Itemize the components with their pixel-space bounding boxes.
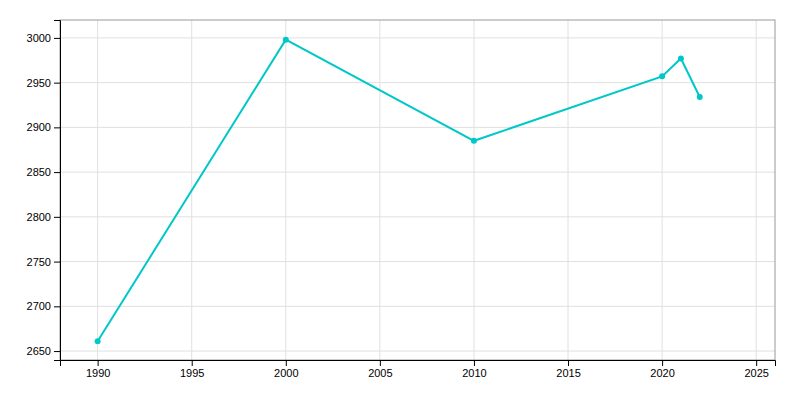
grid-line [285,20,286,360]
tick: 2700 [27,300,60,312]
tick-mark [54,306,60,307]
grid-line [60,37,775,38]
point [697,94,703,100]
grid-line [756,20,757,360]
grid-line [60,82,775,83]
tick: 2005 [368,360,392,379]
tick-mark [54,127,60,128]
tick-mark [54,83,60,84]
point [471,138,477,144]
tick: 2650 [27,345,60,357]
point [283,37,289,43]
plot-frame [60,20,775,360]
tick: 2015 [556,360,580,379]
grid-line [473,20,474,360]
tick: 2900 [27,121,60,133]
tick-label: 2005 [368,367,392,379]
tick-label: 2850 [27,166,51,178]
tick-label: 2025 [744,367,768,379]
tick: 2020 [650,360,674,379]
tick-mark [54,172,60,173]
y-axis: 2650 2700 2750 2800 2850 2900 2950 3000 [27,21,61,361]
tick-mark [54,38,60,39]
tick: 2010 [462,360,486,379]
grid-line [60,172,775,173]
tick-mark [192,360,193,366]
tick-label: 2650 [27,345,51,357]
tick-label: 2020 [650,367,674,379]
x-axis: 1990 1995 2000 2005 2010 2015 2020 2025 [61,360,776,379]
tick: 2950 [27,77,60,89]
axis-line [54,21,61,361]
tick-mark [54,217,60,218]
tick-label: 2950 [27,77,51,89]
point [678,55,684,61]
tick-mark [756,360,757,366]
tick: 2800 [27,211,60,223]
tick: 3000 [27,32,60,44]
tick-label: 2750 [27,256,51,268]
tick-label: 2000 [274,367,298,379]
tick: 2750 [27,256,60,268]
tick-mark [568,360,569,366]
tick-label: 1990 [86,367,110,379]
tick-mark [380,360,381,366]
tick-mark [54,351,60,352]
tick-label: 2015 [556,367,580,379]
tick-label: 2700 [27,300,51,312]
point [95,338,101,344]
tick: 2850 [27,166,60,178]
grid [60,20,775,360]
tick: 2000 [274,360,298,379]
tick: 1990 [86,360,110,379]
tick-label: 2900 [27,121,51,133]
grid-line [97,20,98,360]
grid-line [379,20,380,360]
tick-mark [286,360,287,366]
tick: 2025 [744,360,768,379]
grid-line [60,351,775,352]
line [98,40,700,342]
point [659,73,665,79]
plot-area: 1990 1995 2000 2005 2010 2015 2020 2025 2650 2700… [27,20,776,379]
grid-line [60,127,775,128]
marks [95,37,703,345]
tick-mark [54,262,60,263]
grid-line [568,20,569,360]
tick-label: 2010 [462,367,486,379]
grid-line [662,20,663,360]
tick-mark [98,360,99,366]
tick-label: 3000 [27,32,51,44]
tick-mark [662,360,663,366]
tick-label: 2800 [27,211,51,223]
chart: 1990 1995 2000 2005 2010 2015 2020 2025 2650 2700… [0,0,800,400]
axis-line [61,361,776,367]
grid-line [60,306,775,307]
tick: 1995 [180,360,204,379]
grid-line [60,216,775,217]
tick-mark [474,360,475,366]
grid-line [60,261,775,262]
tick-label: 1995 [180,367,204,379]
